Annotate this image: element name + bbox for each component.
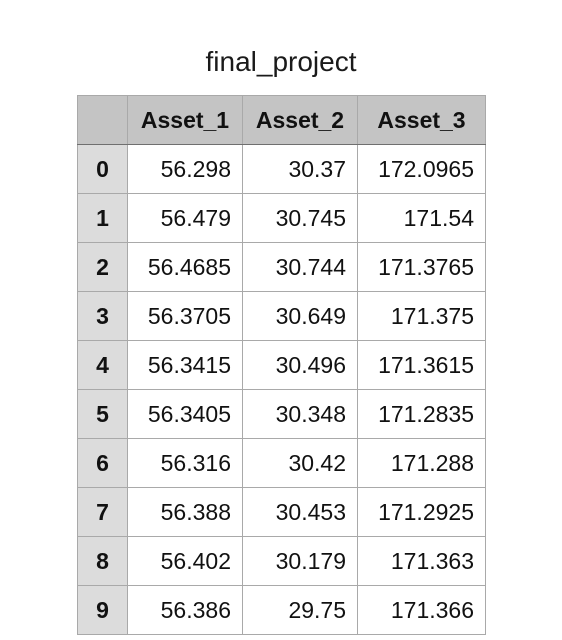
table-cell: 56.3405 bbox=[127, 389, 243, 439]
column-header-asset-3: Asset_3 bbox=[357, 95, 486, 145]
row-index: 3 bbox=[77, 291, 128, 341]
table-cell: 30.496 bbox=[242, 340, 358, 390]
row-index: 2 bbox=[77, 242, 128, 292]
table-title: final_project bbox=[205, 46, 357, 77]
table-cell: 172.0965 bbox=[357, 144, 486, 194]
table-cell: 56.3705 bbox=[127, 291, 243, 341]
table-row: 7 56.388 30.453 171.2925 bbox=[77, 487, 486, 537]
row-index: 1 bbox=[77, 193, 128, 243]
row-index: 7 bbox=[77, 487, 128, 537]
table-cell: 56.386 bbox=[127, 585, 243, 635]
row-index: 4 bbox=[77, 340, 128, 390]
corner-cell bbox=[77, 95, 128, 145]
table-cell: 56.316 bbox=[127, 438, 243, 488]
table-row: 6 56.316 30.42 171.288 bbox=[77, 438, 486, 488]
table-cell: 30.745 bbox=[242, 193, 358, 243]
row-index: 0 bbox=[77, 144, 128, 194]
table-cell: 30.744 bbox=[242, 242, 358, 292]
table-cell: 171.2835 bbox=[357, 389, 486, 439]
table-cell: 171.375 bbox=[357, 291, 486, 341]
row-index: 5 bbox=[77, 389, 128, 439]
table-cell: 56.4685 bbox=[127, 242, 243, 292]
row-index: 6 bbox=[77, 438, 128, 488]
table-cell: 56.388 bbox=[127, 487, 243, 537]
data-table-container: Asset_1 Asset_2 Asset_3 0 56.298 30.37 172.… bbox=[77, 95, 486, 635]
table-cell: 56.402 bbox=[127, 536, 243, 586]
table-cell: 56.479 bbox=[127, 193, 243, 243]
table-cell: 171.3615 bbox=[357, 340, 486, 390]
table-cell: 29.75 bbox=[242, 585, 358, 635]
row-index: 8 bbox=[77, 536, 128, 586]
column-header-asset-2: Asset_2 bbox=[242, 95, 358, 145]
table-cell: 30.453 bbox=[242, 487, 358, 537]
table-cell: 30.42 bbox=[242, 438, 358, 488]
table-cell: 30.37 bbox=[242, 144, 358, 194]
table-cell: 30.348 bbox=[242, 389, 358, 439]
table-cell: 171.54 bbox=[357, 193, 486, 243]
table-row: 5 56.3405 30.348 171.2835 bbox=[77, 389, 486, 439]
table-cell: 171.2925 bbox=[357, 487, 486, 537]
table-cell: 30.649 bbox=[242, 291, 358, 341]
table-body: 0 56.298 30.37 172.0965 1 56.479 30.745 171.54 2… bbox=[77, 144, 486, 635]
table-cell: 171.288 bbox=[357, 438, 486, 488]
table-row: 9 56.386 29.75 171.366 bbox=[77, 585, 486, 635]
table-cell: 30.179 bbox=[242, 536, 358, 586]
table-row: 3 56.3705 30.649 171.375 bbox=[77, 291, 486, 341]
table-row: 8 56.402 30.179 171.363 bbox=[77, 536, 486, 586]
data-table: Asset_1 Asset_2 Asset_3 0 56.298 30.37 172.… bbox=[77, 95, 486, 635]
table-row: 1 56.479 30.745 171.54 bbox=[77, 193, 486, 243]
table-cell: 171.363 bbox=[357, 536, 486, 586]
table-row: 4 56.3415 30.496 171.3615 bbox=[77, 340, 486, 390]
table-cell: 171.3765 bbox=[357, 242, 486, 292]
header-row: Asset_1 Asset_2 Asset_3 bbox=[77, 95, 486, 145]
table-cell: 171.366 bbox=[357, 585, 486, 635]
table-row: 2 56.4685 30.744 171.3765 bbox=[77, 242, 486, 292]
table-cell: 56.298 bbox=[127, 144, 243, 194]
column-header-asset-1: Asset_1 bbox=[127, 95, 243, 145]
table-row: 0 56.298 30.37 172.0965 bbox=[77, 144, 486, 194]
table-cell: 56.3415 bbox=[127, 340, 243, 390]
row-index: 9 bbox=[77, 585, 128, 635]
